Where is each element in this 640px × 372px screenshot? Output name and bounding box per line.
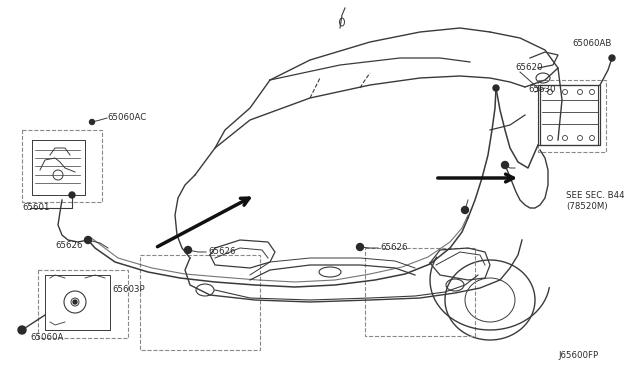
Bar: [22, 130, 102, 202]
Text: SEE SEC. B44: SEE SEC. B44: [566, 190, 625, 199]
Text: 65630: 65630: [528, 86, 556, 94]
Circle shape: [73, 300, 77, 304]
Text: 65626: 65626: [55, 241, 83, 250]
Circle shape: [18, 326, 26, 334]
Text: 65060AC: 65060AC: [107, 113, 147, 122]
Circle shape: [356, 244, 364, 250]
Circle shape: [69, 192, 75, 198]
Circle shape: [461, 206, 468, 214]
Circle shape: [84, 237, 92, 244]
Text: 65060A: 65060A: [30, 333, 63, 341]
Text: 65060AB: 65060AB: [572, 38, 611, 48]
Text: 65620: 65620: [515, 64, 543, 73]
Text: J65600FP: J65600FP: [558, 352, 598, 360]
Circle shape: [90, 119, 95, 125]
Bar: [140, 255, 260, 350]
Circle shape: [609, 55, 615, 61]
Bar: [538, 80, 606, 152]
Text: 65603P: 65603P: [112, 285, 145, 294]
Circle shape: [502, 161, 509, 169]
Text: 65626: 65626: [208, 247, 236, 257]
Circle shape: [184, 247, 191, 253]
Text: 65626: 65626: [380, 244, 408, 253]
Text: 65601: 65601: [22, 202, 49, 212]
Circle shape: [493, 85, 499, 91]
Text: (78520M): (78520M): [566, 202, 607, 211]
Bar: [365, 248, 475, 336]
Bar: [38, 270, 128, 338]
